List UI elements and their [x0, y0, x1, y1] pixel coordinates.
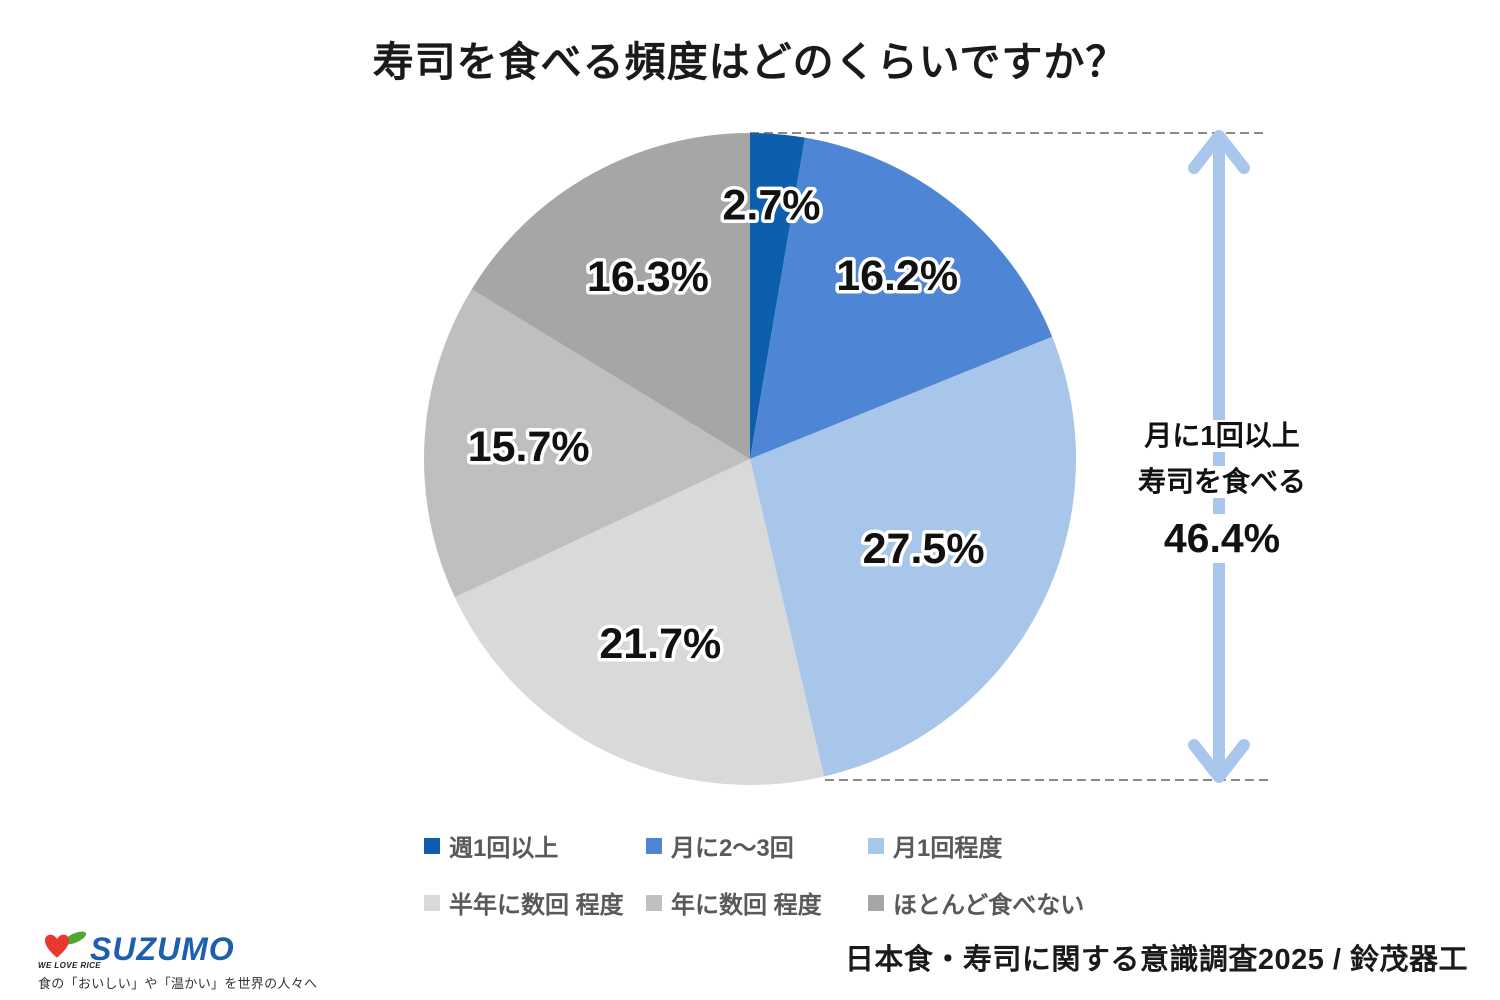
suzumo-logo: WE LOVE RICE SUZUMO 食の「おいしい」や「温かい」を世界の人々… — [36, 930, 318, 992]
slice-value-label: 16.2% — [836, 252, 958, 300]
legend-item: 半年に数回 程度 — [424, 885, 646, 920]
heart-leaf-icon — [44, 931, 87, 958]
annotation-line1: 月に1回以上 — [1139, 420, 1305, 453]
legend-label: 月に2～3回 — [671, 835, 794, 862]
legend-label: 年に数回 程度 — [671, 892, 822, 919]
legend-item: 月に2～3回 — [646, 828, 868, 863]
legend-swatch — [868, 894, 884, 911]
legend-label: 週1回以上 — [449, 835, 559, 862]
slice-value-label: 27.5% — [863, 525, 985, 573]
legend-swatch — [424, 894, 440, 911]
logo-slogan: WE LOVE RICE — [38, 961, 102, 970]
legend-swatch — [646, 837, 662, 854]
logo-tagline: 食の「おいしい」や「温かい」を世界の人々へ — [38, 976, 318, 991]
legend-swatch — [424, 837, 440, 854]
legend-label: ほとんど食べない — [893, 892, 1085, 919]
arrow-head-down-icon — [1188, 739, 1250, 783]
pie-slice — [750, 137, 1053, 460]
legend-item: 月1回程度 — [868, 828, 1104, 863]
legend-label: 月1回程度 — [893, 835, 1003, 862]
pie-slice — [750, 133, 805, 459]
slice-value-label: 2.7% — [722, 182, 820, 230]
pie-slice — [471, 133, 750, 459]
source-caption: 日本食・寿司に関する意識調査2025 / 鈴茂器工 — [844, 944, 1468, 976]
logo-brand: SUZUMO — [90, 931, 235, 967]
legend-item: ほとんど食べない — [868, 885, 1104, 920]
legend-item: 年に数回 程度 — [646, 885, 868, 920]
pie-slice — [424, 289, 750, 598]
legend-item: 週1回以上 — [424, 828, 646, 863]
pie-slice — [454, 459, 825, 785]
pie-slice — [750, 336, 1076, 777]
legend-label: 半年に数回 程度 — [449, 892, 624, 919]
slice-value-label: 21.7% — [599, 620, 721, 668]
slice-value-label: 16.3% — [587, 253, 709, 301]
annotation-line2: 寿司を食べる — [1132, 466, 1311, 499]
slice-value-label: 15.7% — [468, 423, 590, 471]
annotation-value: 46.4% — [1153, 514, 1291, 564]
chart-legend: 週1回以上 月に2～3回 月1回程度 半年に数回 程度 年に数回 程度 ほとんど… — [424, 828, 1104, 920]
arrow-head-up-icon — [1188, 130, 1250, 174]
chart-title: 寿司を食べる頻度はどのくらいですか？ — [372, 39, 1128, 85]
legend-swatch — [868, 837, 884, 854]
legend-swatch — [646, 894, 662, 911]
callout-annotation: 月に1回以上 寿司を食べる 46.4% — [1094, 420, 1350, 564]
